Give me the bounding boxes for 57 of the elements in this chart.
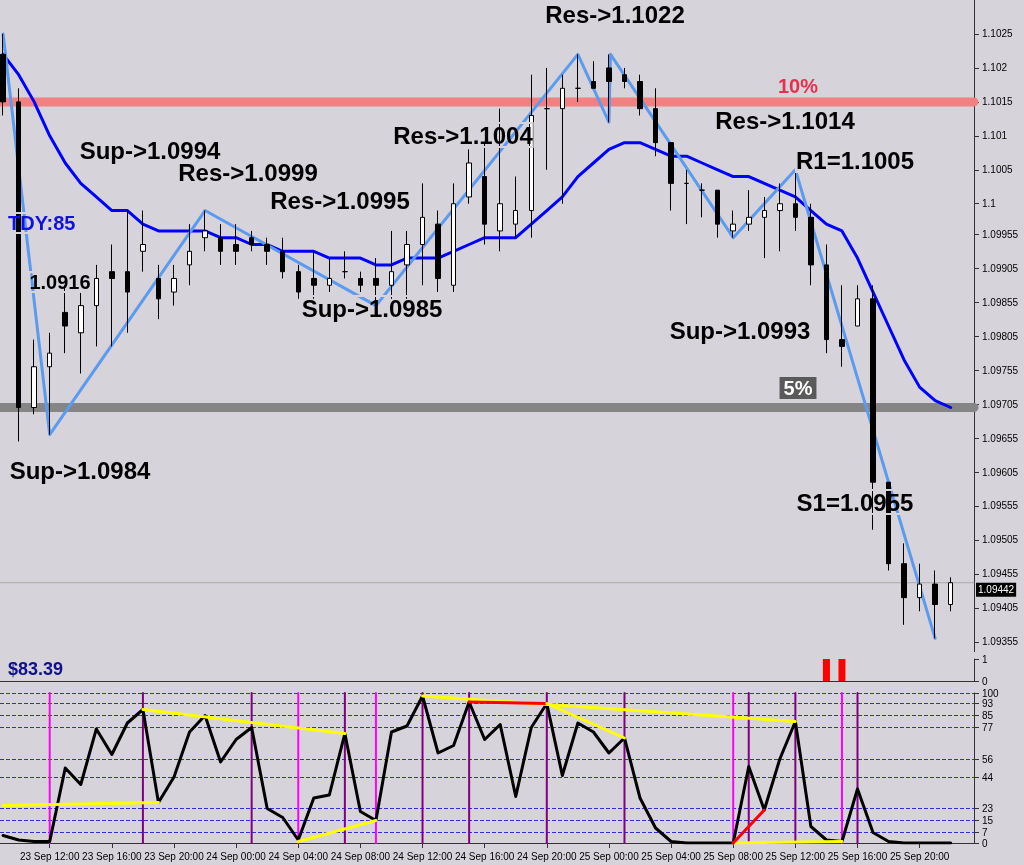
y-tick-label: 0	[982, 675, 988, 687]
x-tick-label: 24 Sep 12:00	[392, 850, 453, 862]
y-tick-label: 1.09655	[982, 432, 1019, 444]
y-tick-label: 93	[982, 698, 994, 709]
y-tick-label: 1.102	[982, 62, 1008, 74]
y-tick-label: 23	[982, 803, 994, 814]
y-tick-label: 1.09805	[982, 330, 1019, 342]
annotation: Res->1.1014	[715, 106, 856, 134]
y-tick-label: 1.1	[982, 198, 997, 210]
y-tick-label: 1.09355	[982, 636, 1019, 648]
x-tick-label: 24 Sep 00:00	[206, 850, 267, 862]
y-tick-label: 15	[982, 815, 994, 826]
x-tick-label: 23 Sep 12:00	[19, 850, 80, 862]
annotation: 5%	[783, 377, 813, 399]
ref-line-label: 1.09442	[978, 584, 1015, 596]
annotation: $83.39	[8, 659, 64, 679]
annotation: Sup->1.0984	[9, 456, 152, 484]
y-tick-label: 1.09555	[982, 500, 1019, 512]
y-tick-label: 1	[982, 653, 988, 665]
y-tick-label: 1.09405	[982, 602, 1019, 614]
y-tick-label: 1.09755	[982, 364, 1019, 376]
x-tick-label: 25 Sep 04:00	[641, 850, 702, 862]
annotation: Sup->1.0985	[301, 294, 443, 322]
x-tick-label: 24 Sep 20:00	[517, 850, 577, 862]
y-tick-label: 1.09455	[982, 568, 1019, 580]
y-tick-label: 1.1005	[982, 164, 1014, 176]
annotation: Res->1.0995	[270, 186, 410, 214]
annotation: Sup->1.0993	[669, 316, 811, 344]
y-tick-label: 1.09905	[982, 262, 1019, 274]
y-tick-label: 100	[982, 687, 1000, 699]
y-tick-label: 1.1025	[982, 28, 1014, 40]
x-tick-label: 23 Sep 16:00	[82, 850, 143, 862]
annotation: 10%	[777, 75, 819, 97]
x-tick-label: 25 Sep 20:00	[889, 850, 950, 862]
y-tick-label: 1.09605	[982, 466, 1019, 478]
x-tick-label: 25 Sep 08:00	[703, 850, 764, 862]
y-tick-label: 1.09855	[982, 296, 1019, 308]
annotation: Res->1.1022	[545, 0, 685, 28]
x-tick-label: 24 Sep 08:00	[330, 850, 391, 862]
x-tick-label: 24 Sep 04:00	[268, 850, 329, 862]
y-tick-label: 56	[982, 753, 994, 765]
x-tick-label: 25 Sep 12:00	[765, 850, 826, 862]
x-tick-label: 25 Sep 00:00	[579, 850, 640, 862]
y-tick-label: 1.1015	[982, 96, 1014, 108]
x-tick-label: 25 Sep 16:00	[827, 850, 888, 862]
y-tick-label: 1.09955	[982, 228, 1019, 240]
y-tick-label: 1.09505	[982, 534, 1019, 546]
y-tick-label: 1.09705	[982, 398, 1019, 410]
y-tick-label: 77	[982, 722, 994, 733]
annotation: R1=1.1005	[795, 146, 915, 174]
y-tick-label: 44	[982, 771, 994, 783]
y-tick-label: 7	[982, 827, 988, 838]
y-tick-label: 85	[982, 710, 994, 721]
y-tick-label: 0	[982, 837, 988, 849]
x-tick-label: 23 Sep 20:00	[144, 850, 205, 862]
x-tick-label: 24 Sep 16:00	[454, 850, 515, 862]
y-tick-label: 1.101	[982, 130, 1008, 142]
